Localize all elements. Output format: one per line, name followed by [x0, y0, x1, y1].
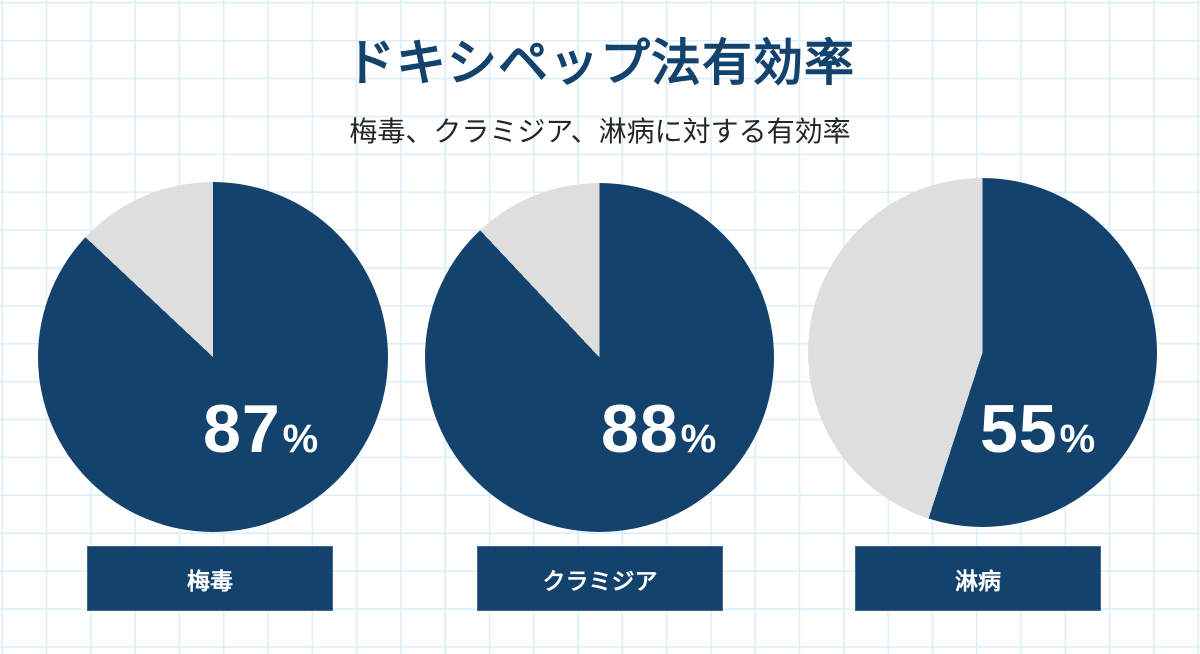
chart-subtitle: 梅毒、クラミジア、淋病に対する有効率 — [349, 115, 851, 148]
percentage-value: 87 — [203, 391, 281, 467]
percentage-value: 88 — [601, 391, 679, 467]
pie-chart-gonorrhea — [808, 178, 1157, 527]
percentage-label-gonorrhea: 55% — [980, 395, 1095, 463]
percent-sign: % — [1059, 417, 1096, 461]
percent-sign: % — [680, 417, 717, 461]
pie-chart-chlamydia — [425, 183, 774, 532]
percentage-value: 55 — [980, 391, 1058, 467]
category-label-text: 梅毒 — [187, 568, 233, 595]
category-label-syphilis: 梅毒 — [87, 546, 333, 611]
percentage-label-chlamydia: 88% — [601, 395, 716, 463]
category-label-text: 淋病 — [955, 568, 1001, 595]
percentage-label-syphilis: 87% — [203, 395, 318, 463]
chart-title: ドキシペップ法有効率 — [345, 34, 855, 92]
percent-sign: % — [282, 417, 319, 461]
pie-chart-syphilis — [38, 182, 388, 532]
category-label-chlamydia: クラミジア — [477, 546, 723, 611]
category-label-gonorrhea: 淋病 — [855, 546, 1101, 611]
category-label-text: クラミジア — [542, 568, 658, 595]
